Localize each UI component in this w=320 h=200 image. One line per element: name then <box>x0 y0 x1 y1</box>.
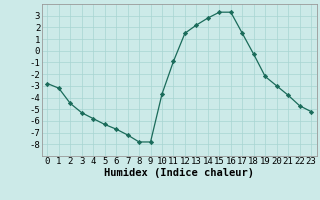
X-axis label: Humidex (Indice chaleur): Humidex (Indice chaleur) <box>104 168 254 178</box>
